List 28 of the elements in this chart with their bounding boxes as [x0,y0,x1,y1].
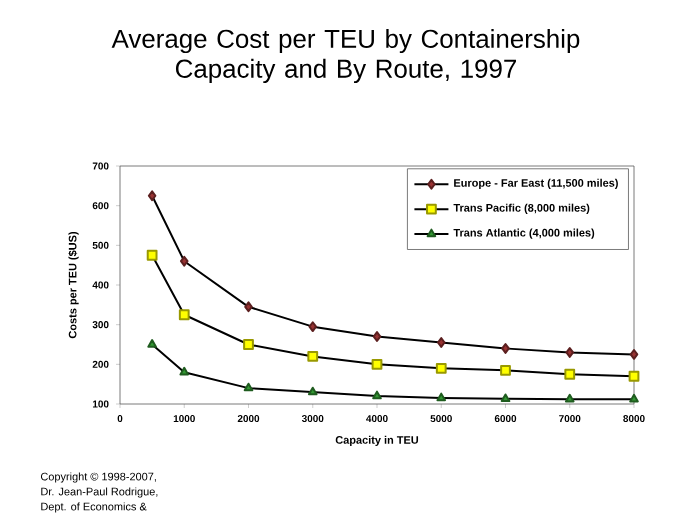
point [147,339,157,348]
point [372,331,382,342]
point [436,337,446,348]
point [628,370,640,382]
point [371,358,383,370]
point [307,351,319,362]
point [308,321,318,333]
point [179,366,190,376]
point [500,364,511,376]
point [500,393,511,403]
point [178,309,190,321]
point [147,190,157,202]
point [564,368,576,380]
point [629,349,639,360]
point [243,382,254,392]
point [501,343,510,354]
point [179,255,189,267]
point [244,301,253,313]
point [146,249,158,261]
chart-title: Average Cost per TEU by Containership Capacity and By Route, 1997 [111,28,580,84]
point [372,390,382,400]
point [307,386,318,396]
point [629,393,639,403]
point [435,362,447,374]
point [564,393,575,403]
point [565,347,575,358]
point [436,392,447,402]
point [243,339,254,350]
